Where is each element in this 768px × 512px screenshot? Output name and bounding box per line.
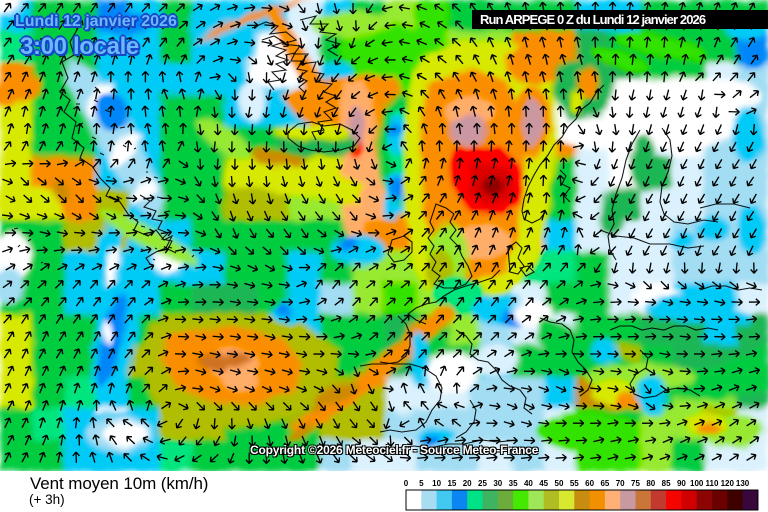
svg-text:35: 35 bbox=[509, 479, 518, 488]
svg-text:50: 50 bbox=[555, 479, 564, 488]
svg-text:25: 25 bbox=[478, 479, 487, 488]
svg-text:65: 65 bbox=[600, 479, 609, 488]
svg-text:60: 60 bbox=[585, 479, 594, 488]
svg-text:75: 75 bbox=[631, 479, 640, 488]
svg-text:10: 10 bbox=[432, 479, 441, 488]
svg-text:15: 15 bbox=[447, 479, 456, 488]
svg-text:55: 55 bbox=[570, 479, 579, 488]
svg-text:70: 70 bbox=[616, 479, 625, 488]
svg-text:130: 130 bbox=[736, 479, 750, 488]
svg-text:80: 80 bbox=[646, 479, 655, 488]
svg-text:5: 5 bbox=[419, 479, 424, 488]
svg-text:0: 0 bbox=[404, 479, 409, 488]
svg-text:90: 90 bbox=[677, 479, 686, 488]
svg-text:85: 85 bbox=[662, 479, 671, 488]
svg-text:45: 45 bbox=[539, 479, 548, 488]
svg-text:100: 100 bbox=[690, 479, 704, 488]
svg-text:40: 40 bbox=[524, 479, 533, 488]
svg-text:120: 120 bbox=[721, 479, 735, 488]
svg-text:20: 20 bbox=[463, 479, 472, 488]
svg-text:110: 110 bbox=[706, 479, 719, 488]
svg-text:30: 30 bbox=[493, 479, 502, 488]
